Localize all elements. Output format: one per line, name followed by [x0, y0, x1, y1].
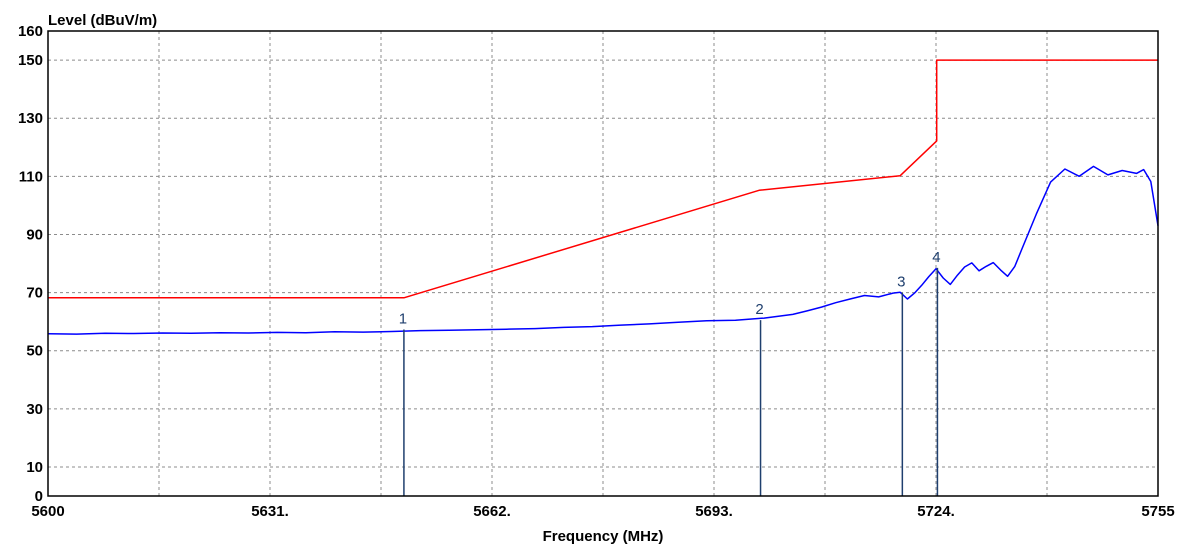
plot-frame [47, 30, 1159, 497]
y-axis-title: Level (dBuV/m) [48, 12, 157, 29]
x-tick-label: 5662. [473, 503, 511, 520]
marker-label: 3 [897, 274, 905, 291]
markers-group: 1 2 3 4 [399, 249, 941, 496]
y-tick-label: 10 [26, 459, 43, 476]
y-tick-label: 50 [26, 343, 43, 360]
marker-label: 2 [755, 301, 763, 318]
marker-label: 1 [399, 310, 407, 327]
x-tick-label: 5693. [695, 503, 733, 520]
y-tick-label: 130 [18, 110, 43, 127]
series-group [47, 59, 1159, 335]
measurement-trace [47, 165, 1159, 335]
x-tick-label: 5600 [31, 503, 64, 520]
y-tick-label: 70 [26, 285, 43, 302]
limit-line [48, 59, 1158, 299]
x-tick-label: 5631. [251, 503, 289, 520]
y-tick-label: 90 [26, 226, 43, 243]
x-axis-title: Frequency (MHz) [543, 528, 664, 545]
marker-label: 4 [932, 249, 940, 266]
tick-labels: 0 10 30 50 70 90 110 130 150 160 5600 5631. 5662. 569… [18, 23, 1175, 520]
y-tick-label: 160 [18, 23, 43, 40]
x-tick-label: 5724. [917, 503, 955, 520]
y-tick-label: 0 [35, 488, 43, 505]
y-tick-label: 150 [18, 52, 43, 69]
y-tick-label: 110 [19, 168, 43, 185]
x-tick-label: 5755 [1141, 503, 1174, 520]
y-tick-label: 30 [26, 401, 43, 418]
